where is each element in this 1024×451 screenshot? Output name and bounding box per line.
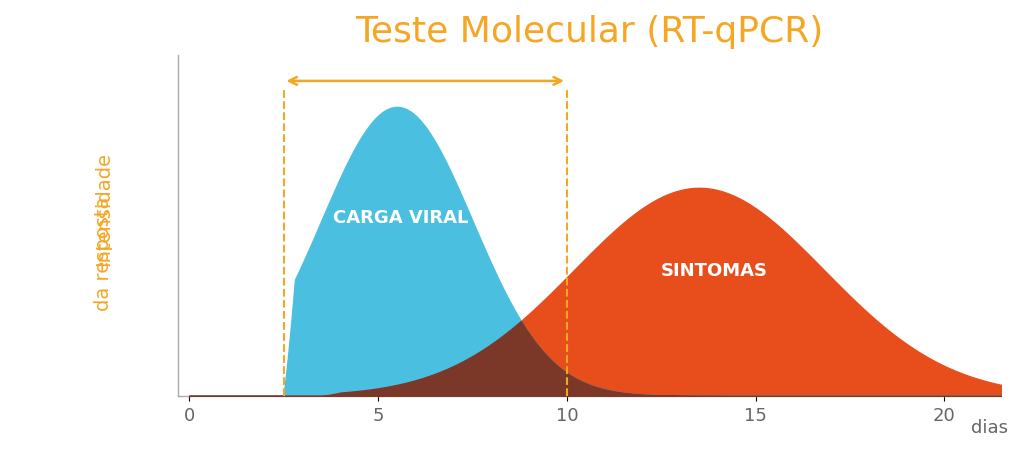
- Text: dias: dias: [971, 418, 1008, 436]
- Title: Teste Molecular (RT-qPCR): Teste Molecular (RT-qPCR): [355, 15, 823, 49]
- Text: Intensidade: Intensidade: [94, 152, 114, 266]
- Text: CARGA VIRAL: CARGA VIRAL: [333, 209, 468, 227]
- Text: SINTOMAS: SINTOMAS: [662, 261, 768, 279]
- Text: da resposta: da resposta: [94, 196, 114, 310]
